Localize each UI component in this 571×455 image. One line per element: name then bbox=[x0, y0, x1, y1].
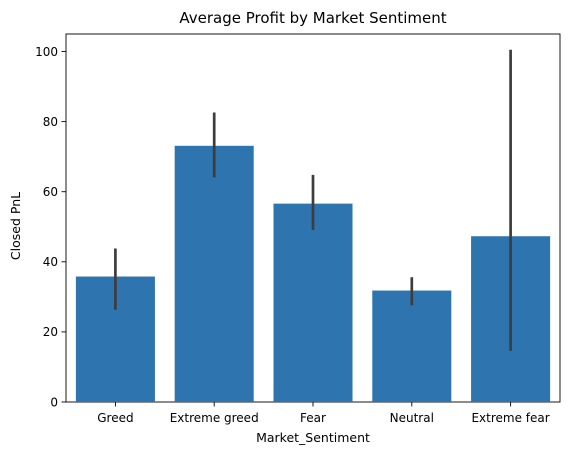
x-tick-label: Extreme greed bbox=[170, 411, 259, 425]
y-tick-label: 100 bbox=[35, 45, 58, 59]
y-axis-label: Closed PnL bbox=[8, 192, 23, 260]
bar-2 bbox=[273, 203, 353, 402]
y-tick-label: 40 bbox=[43, 255, 58, 269]
bars-group bbox=[75, 145, 551, 402]
x-tick-label: Fear bbox=[300, 411, 326, 425]
bar-1 bbox=[174, 145, 254, 402]
y-tick-label: 60 bbox=[43, 185, 58, 199]
bar-3 bbox=[372, 290, 452, 402]
x-tick-label: Greed bbox=[97, 411, 133, 425]
x-axis-label: Market_Sentiment bbox=[256, 430, 370, 445]
x-tick-label: Neutral bbox=[390, 411, 434, 425]
error-bars-group bbox=[114, 49, 512, 351]
x-axis-ticks: Greed Extreme greed Fear Neutral Extreme fea… bbox=[97, 402, 550, 425]
plot-area: Greed Extreme greed Fear Neutral Extreme fea… bbox=[35, 33, 561, 425]
y-tick-label: 0 bbox=[50, 395, 58, 409]
x-tick-label: Extreme fear bbox=[471, 411, 549, 425]
y-axis-ticks: 0 20 40 60 80 100 bbox=[35, 45, 66, 409]
chart-title: Average Profit by Market Sentiment bbox=[179, 9, 446, 27]
y-tick-label: 20 bbox=[43, 325, 58, 339]
y-tick-label: 80 bbox=[43, 115, 58, 129]
